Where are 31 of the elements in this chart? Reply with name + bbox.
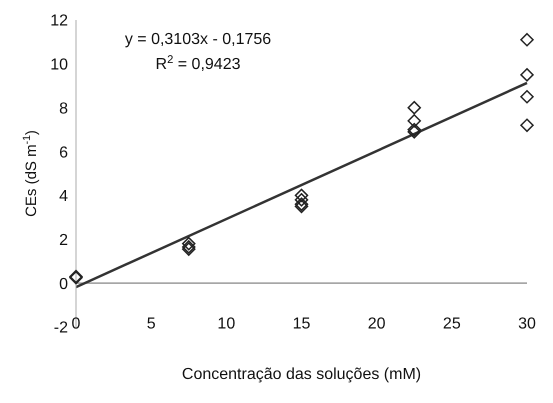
y-tick-label: 10 [50, 56, 68, 74]
point [520, 90, 534, 104]
point [294, 197, 308, 211]
point [520, 68, 534, 82]
point [182, 236, 196, 250]
point [520, 32, 534, 46]
y-tick-label: 0 [59, 276, 68, 293]
point [520, 118, 534, 132]
y-tick-label: -2 [54, 320, 68, 337]
y-tick-label: 2 [59, 232, 68, 249]
x-tick-label: 25 [442, 315, 461, 332]
x-tick-label: 30 [518, 315, 536, 332]
point [408, 125, 421, 139]
point [294, 193, 308, 207]
annotation: R$^{2}$ = 0,9423 [156, 54, 241, 73]
x-tick-label: 5 [146, 315, 156, 332]
y-tick-label: 8 [59, 100, 68, 118]
x-tick-label: 20 [368, 315, 386, 332]
point [408, 114, 421, 128]
point [408, 122, 421, 136]
x-tick-label: 10 [217, 315, 236, 332]
x-tick-label: 15 [292, 315, 310, 332]
x-axis-title: Concentração das soluções (mM) [182, 366, 422, 383]
x-tick-label: 0 [72, 315, 81, 332]
point [294, 200, 308, 214]
y-tick-label: 4 [59, 188, 68, 206]
y-tick-label: 6 [59, 144, 68, 162]
point [294, 188, 308, 202]
point [408, 100, 421, 114]
annotation: y = 0,3103x - 0,1756 [124, 31, 272, 48]
y-tick-label: 12 [50, 12, 68, 30]
